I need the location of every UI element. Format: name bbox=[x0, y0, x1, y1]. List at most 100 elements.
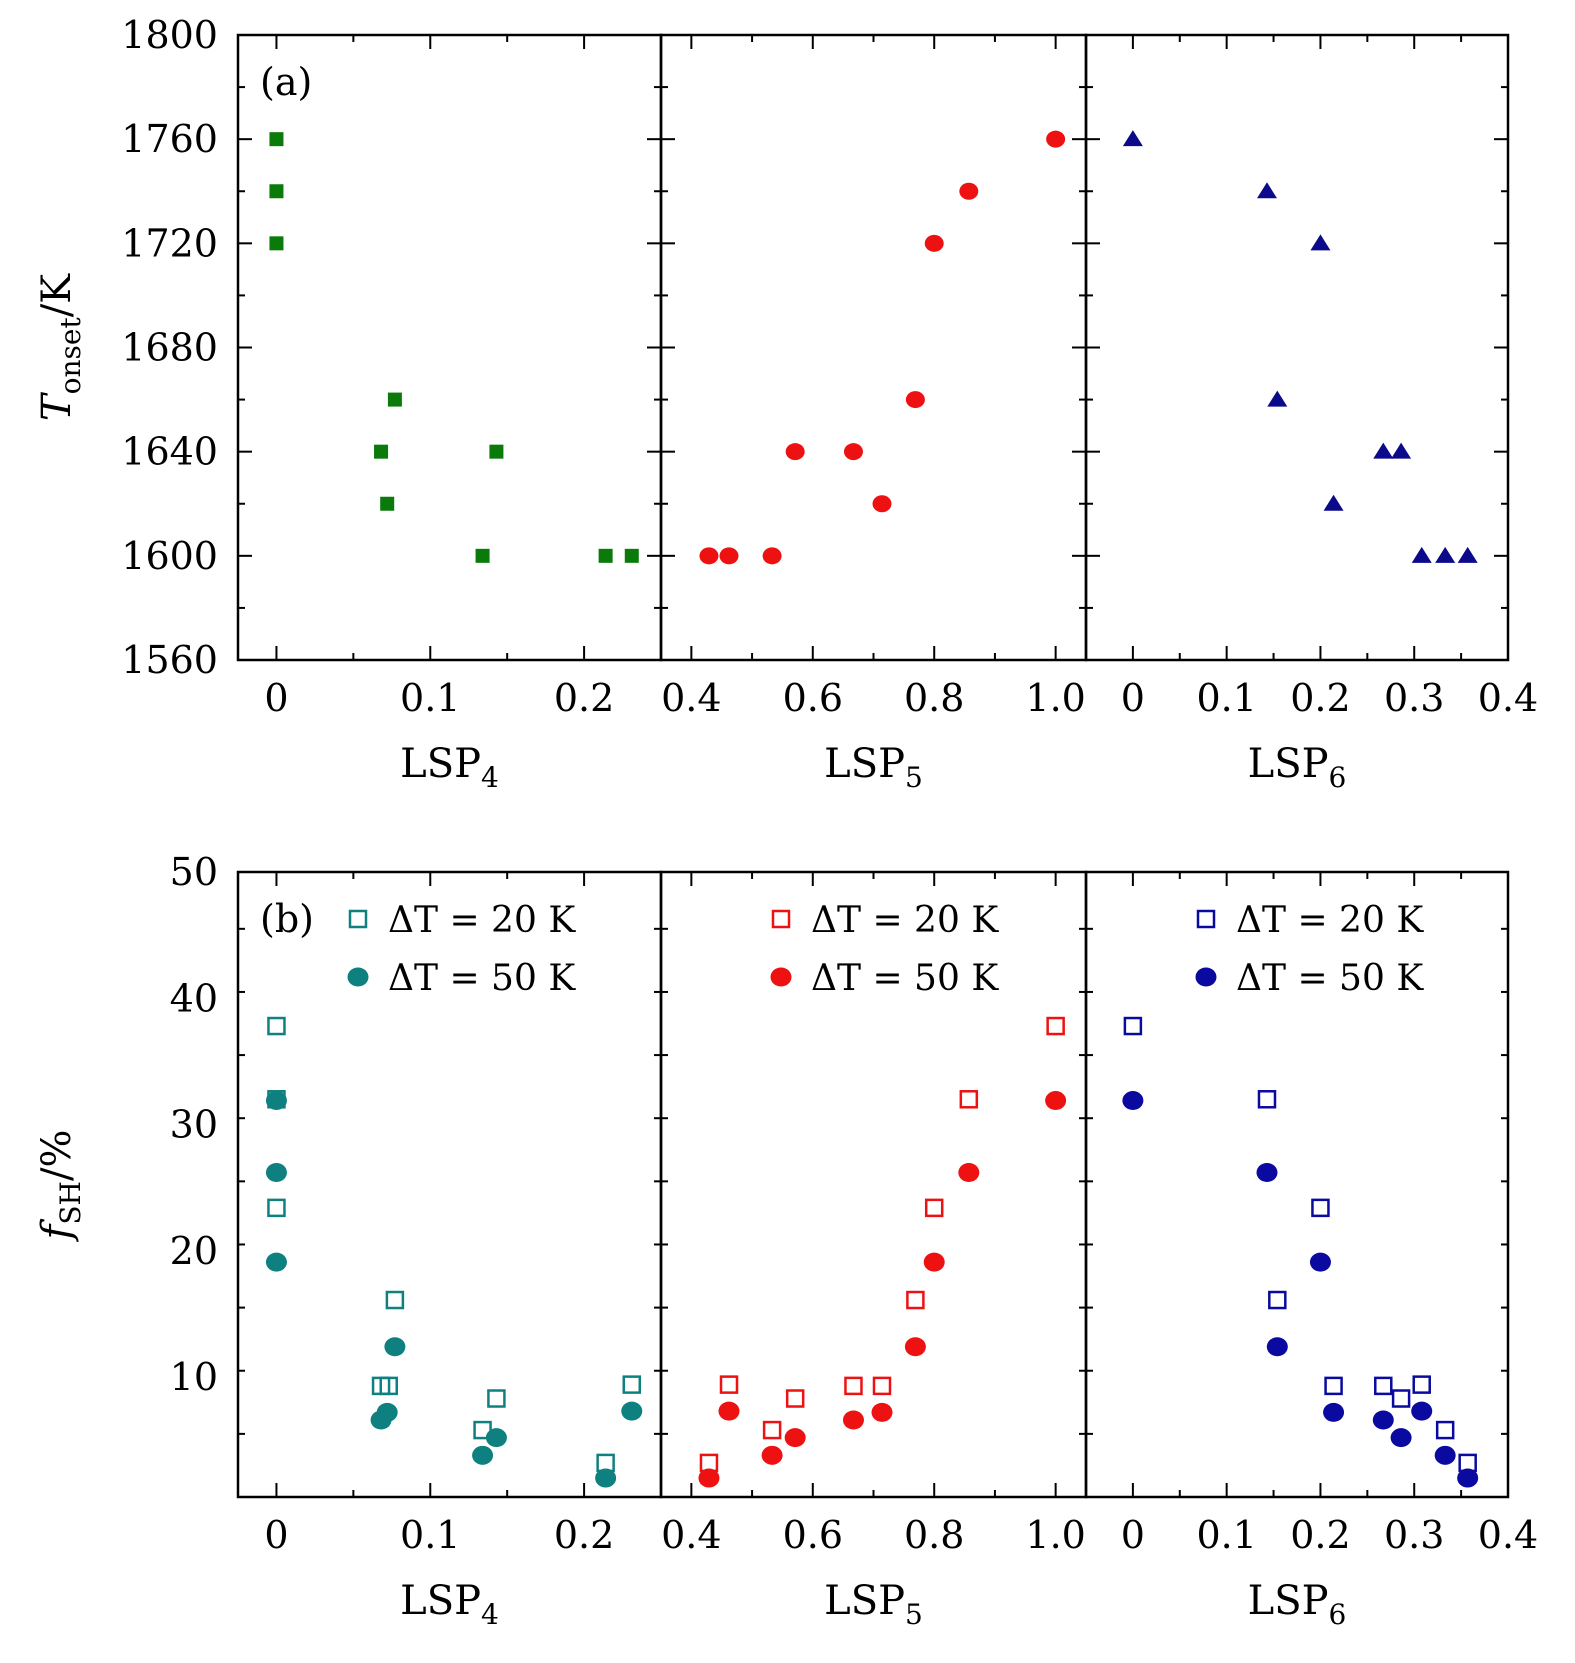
x-axis-label: LSP4 bbox=[400, 1578, 499, 1631]
x-tick-label: 1.0 bbox=[1025, 676, 1085, 720]
subplot-4: 0 0.1 0.2 LSP4 ΔT = 20 K ΔT = 50 K bbox=[236, 870, 663, 1631]
panel-label: (b) bbox=[260, 897, 314, 941]
data-point-filled-circle bbox=[1434, 1445, 1456, 1465]
data-point-filled-circle bbox=[923, 1252, 945, 1272]
data-point-circle bbox=[1046, 130, 1066, 148]
y-axis-label: Tonset/K bbox=[34, 273, 87, 421]
data-point-triangle bbox=[1256, 182, 1277, 199]
plot-frame bbox=[236, 33, 663, 662]
data-point-triangle bbox=[1310, 234, 1331, 251]
data-point-filled-circle bbox=[871, 1402, 893, 1422]
data-point-filled-circle bbox=[376, 1402, 398, 1422]
data-point-filled-circle bbox=[265, 1163, 287, 1183]
subplot-5: 0.4 0.6 0.8 1.0 LSP5 bbox=[659, 33, 1088, 794]
x-tick-label: 0 bbox=[264, 676, 288, 720]
data-point-filled-circle bbox=[1411, 1401, 1433, 1421]
x-tick-label: 0.4 bbox=[661, 1513, 721, 1557]
data-point-triangle bbox=[1457, 546, 1478, 563]
x-tick-label: 0 bbox=[1121, 1513, 1145, 1557]
data-point-triangle bbox=[1435, 546, 1456, 563]
data-point-circle bbox=[872, 495, 892, 513]
data-point-open-square bbox=[959, 1090, 979, 1109]
data-point-circle bbox=[924, 234, 944, 252]
data-point-square bbox=[380, 496, 395, 511]
x-tick-label: 1.0 bbox=[1025, 1513, 1085, 1557]
data-point-filled-circle bbox=[1390, 1428, 1412, 1448]
data-point-open-square bbox=[596, 1453, 615, 1473]
data-point-filled-circle bbox=[698, 1468, 720, 1488]
data-point-square bbox=[624, 548, 639, 563]
data-point-triangle bbox=[1411, 546, 1432, 563]
legend-marker-filled-circle bbox=[347, 967, 369, 987]
data-point-filled-circle bbox=[1457, 1468, 1479, 1488]
data-point-filled-circle bbox=[384, 1337, 406, 1357]
data-point-filled-circle bbox=[761, 1445, 783, 1465]
legend-label: ΔT = 20 K bbox=[1236, 900, 1424, 941]
x-axis-label: LSP6 bbox=[1248, 1578, 1347, 1631]
x-tick-label: 0.6 bbox=[783, 1513, 843, 1557]
data-point-filled-circle bbox=[485, 1428, 507, 1448]
data-point-circle bbox=[959, 182, 979, 200]
legend-label: ΔT = 50 K bbox=[388, 958, 576, 999]
y-tick-label: 1760 bbox=[121, 117, 218, 161]
data-point-filled-circle bbox=[265, 1091, 287, 1111]
x-axis-label-main: LSP bbox=[400, 741, 481, 787]
x-tick-label: 0.2 bbox=[1290, 1513, 1350, 1557]
y-tick-label: 30 bbox=[170, 1103, 218, 1147]
y-tick-label: 10 bbox=[170, 1355, 218, 1399]
y-tick-label: 1800 bbox=[121, 13, 218, 57]
plot-frame bbox=[659, 33, 1088, 662]
data-point-circle bbox=[905, 391, 925, 409]
data-point-open-square bbox=[844, 1376, 863, 1396]
subplot-6: 0 0.1 0.2 0.3 0.4 LSP6 bbox=[1084, 33, 1538, 794]
y-axis-label-sub: SH bbox=[54, 1181, 87, 1225]
x-axis-label-sub: 4 bbox=[481, 761, 499, 794]
chart-a: 1560 1600 1640 1680 1720 1760 1800 Tonset/K 0 0.1… bbox=[34, 13, 1538, 794]
data-point-filled-circle bbox=[1256, 1163, 1278, 1183]
legend-label: ΔT = 20 K bbox=[388, 900, 576, 941]
y-tick-label: 40 bbox=[170, 976, 218, 1020]
y-axis-label-sub: onset bbox=[54, 317, 87, 395]
x-axis-label-main: LSP bbox=[1248, 741, 1329, 787]
data-point-open-square bbox=[719, 1375, 739, 1394]
data-point-filled-circle bbox=[1122, 1091, 1144, 1111]
x-axis-label-main: LSP bbox=[400, 1578, 481, 1624]
data-point-filled-circle bbox=[1045, 1091, 1067, 1111]
x-axis-label-sub: 6 bbox=[1329, 1598, 1347, 1631]
subplot-6: 0 0.1 0.2 0.3 0.4 LSP6 ΔT = 20 K ΔT = 50 K bbox=[1084, 870, 1538, 1631]
x-tick-label: 0 bbox=[1121, 676, 1145, 720]
data-point-open-square bbox=[267, 1016, 286, 1036]
data-point-open-square bbox=[762, 1420, 782, 1440]
data-point-square bbox=[269, 184, 284, 199]
data-point-open-square bbox=[699, 1453, 719, 1473]
y-tick-label: 1600 bbox=[121, 534, 218, 578]
data-point-square bbox=[269, 236, 284, 251]
data-point-open-square bbox=[1324, 1376, 1343, 1396]
data-point-filled-circle bbox=[842, 1410, 864, 1430]
data-point-square bbox=[475, 548, 490, 563]
x-axis-label-sub: 5 bbox=[905, 1598, 923, 1631]
y-tick-label: 1560 bbox=[121, 638, 218, 682]
data-point-open-square bbox=[267, 1198, 286, 1218]
x-tick-label: 0.8 bbox=[904, 1513, 964, 1557]
y-axis-label-main: T bbox=[34, 391, 80, 421]
x-tick-label: 0.4 bbox=[1478, 676, 1538, 720]
panel-label: (a) bbox=[260, 60, 312, 104]
data-point-open-square bbox=[1257, 1090, 1277, 1109]
data-point-filled-circle bbox=[904, 1337, 926, 1357]
x-tick-label: 0.1 bbox=[400, 676, 460, 720]
data-point-triangle bbox=[1391, 442, 1412, 459]
data-point-filled-circle bbox=[784, 1428, 806, 1448]
data-point-filled-circle bbox=[1323, 1402, 1345, 1422]
data-point-open-square bbox=[385, 1290, 405, 1310]
x-axis-label-main: LSP bbox=[824, 1578, 905, 1624]
y-tick-label: 1640 bbox=[121, 430, 218, 474]
y-tick-label: 1680 bbox=[121, 326, 218, 370]
data-point-open-square bbox=[1435, 1420, 1455, 1440]
data-point-square bbox=[374, 444, 389, 459]
data-point-open-square bbox=[379, 1376, 398, 1396]
data-point-square bbox=[489, 444, 504, 459]
x-tick-label: 0.2 bbox=[554, 676, 614, 720]
x-axis-label: LSP5 bbox=[824, 1578, 923, 1631]
